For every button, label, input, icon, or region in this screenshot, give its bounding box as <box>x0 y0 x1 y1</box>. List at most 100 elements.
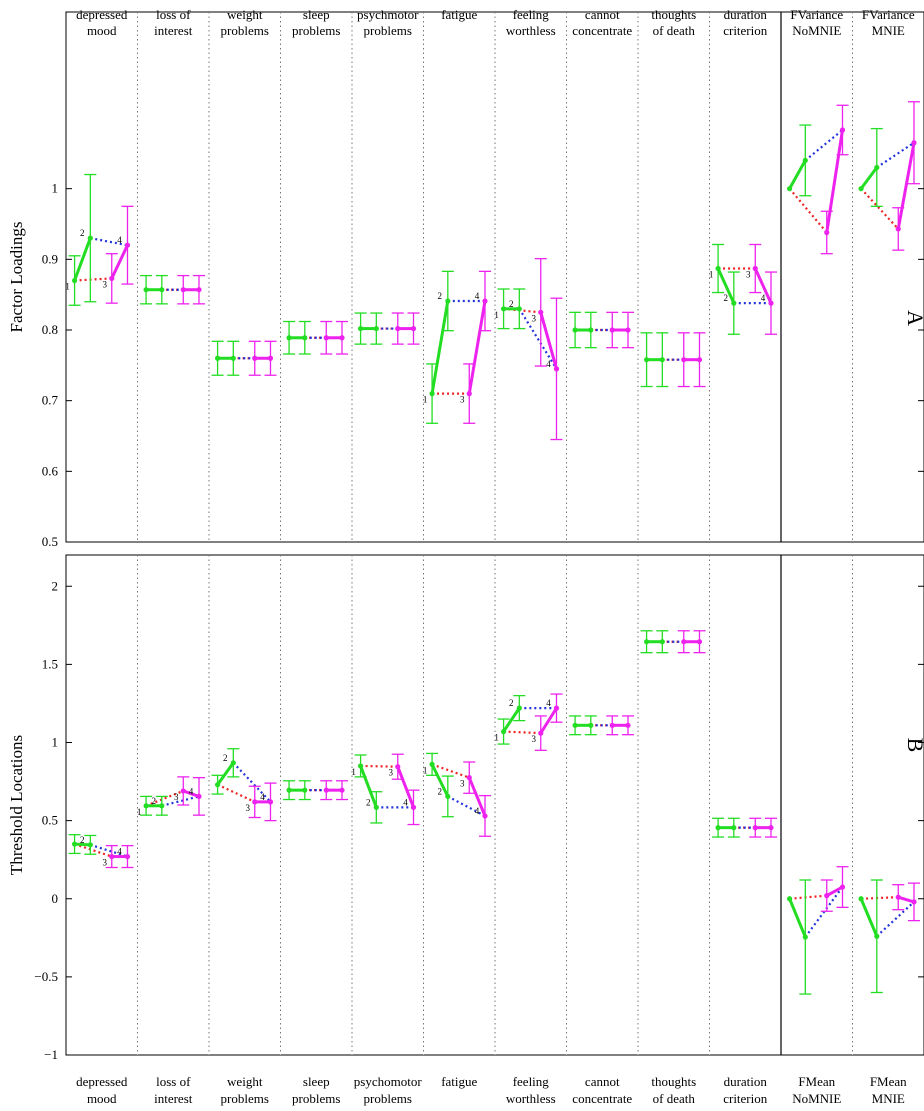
link-2-4 <box>876 141 915 169</box>
point-label: 3 <box>532 734 537 744</box>
data-point <box>538 309 544 315</box>
link-1-3 <box>861 896 899 900</box>
column-label-top: depressed <box>76 7 128 22</box>
point-label: 1 <box>351 767 356 777</box>
y-tick-label: −0.5 <box>34 969 58 984</box>
y-tick-label: 0.9 <box>42 251 58 266</box>
column-label-top: NoMNIE <box>792 23 841 38</box>
point-label: 1 <box>137 807 142 817</box>
column-label-bottom: cannot <box>585 1074 620 1089</box>
data-point <box>895 226 901 232</box>
point-label: 1 <box>709 270 714 280</box>
segment-1-2 <box>430 300 450 394</box>
column-group <box>712 817 777 838</box>
link-2-4 <box>518 308 558 370</box>
data-point <box>159 287 165 293</box>
point-label: 1 <box>423 765 428 775</box>
data-point <box>339 335 345 341</box>
data-point <box>323 335 329 341</box>
column-label-top: criterion <box>723 23 768 38</box>
data-point <box>466 391 472 397</box>
column-group <box>283 320 348 355</box>
data-point <box>659 639 665 645</box>
segment-3-4 <box>467 777 487 817</box>
point-label: 4 <box>117 847 122 857</box>
data-point <box>395 764 401 770</box>
data-point <box>230 355 236 361</box>
link-2-4 <box>161 795 200 807</box>
data-point <box>768 825 774 831</box>
column-label-bottom: of death <box>653 1091 696 1106</box>
data-point <box>588 722 594 728</box>
data-point <box>696 357 703 363</box>
column-label-bottom: mood <box>87 1091 117 1106</box>
data-point <box>553 366 560 372</box>
link-2-4 <box>447 795 486 817</box>
column-group <box>640 332 706 388</box>
column-group <box>640 630 706 654</box>
column-group <box>569 311 634 349</box>
point-label: 3 <box>389 768 394 778</box>
y-tick-label: 0.6 <box>42 463 59 478</box>
point-label: 3 <box>103 279 108 289</box>
point-label: 1 <box>423 395 428 405</box>
link-2-4 <box>90 237 128 247</box>
segment-1-2 <box>859 166 879 190</box>
data-point <box>839 884 846 890</box>
segment-1-2 <box>502 707 521 733</box>
data-point <box>768 300 774 306</box>
point-label: 4 <box>475 806 480 816</box>
column-label-bottom: worthless <box>506 1091 556 1106</box>
data-point <box>538 730 544 736</box>
link-1-3 <box>145 789 184 807</box>
segment-3-4 <box>826 885 844 897</box>
point-label: 2 <box>438 291 443 301</box>
column-label-top: FVariance <box>790 7 843 22</box>
column-label-top: cannot <box>585 7 620 22</box>
column-label-bottom: thoughts <box>651 1074 696 1089</box>
segment-1-2 <box>788 898 807 938</box>
data-point <box>445 793 451 800</box>
data-point <box>911 140 917 146</box>
data-point <box>267 799 274 805</box>
data-point <box>71 841 78 847</box>
data-point <box>373 325 379 332</box>
link-1-3 <box>860 187 900 230</box>
data-point <box>625 722 631 728</box>
point-label: 4 <box>260 792 265 802</box>
segment-3-4 <box>539 707 558 734</box>
data-point <box>87 842 93 848</box>
segment-1-2 <box>788 159 807 190</box>
column-group: 2 34 <box>211 748 277 822</box>
y-tick-label: 0.8 <box>42 322 58 337</box>
bottom-column-labels: depressed mood loss of interest weight proble… <box>76 1074 907 1106</box>
column-label-top: concentrate <box>572 23 632 38</box>
point-label: 4 <box>546 698 551 708</box>
point-label: 2 <box>724 293 729 303</box>
column-label-top: FVariance <box>862 7 915 22</box>
column-label-bottom: FMean <box>798 1074 835 1089</box>
segment-3-4 <box>539 311 558 370</box>
data-point <box>696 639 703 645</box>
data-point <box>681 357 687 363</box>
point-label: 2 <box>223 753 228 763</box>
column-label-top: problems <box>292 23 340 38</box>
link-1-3 <box>360 764 398 768</box>
link-2-4 <box>804 886 844 938</box>
y-tick-label: 0.5 <box>42 813 58 828</box>
point-label: 3 <box>532 313 537 323</box>
column-group <box>786 866 849 995</box>
column-label-bottom: MNIE <box>872 1091 905 1106</box>
column-label-bottom: concentrate <box>572 1091 632 1106</box>
point-label: 4 <box>761 293 766 303</box>
column-group <box>786 104 849 255</box>
column-label-bottom: problems <box>292 1091 340 1106</box>
column-group <box>283 780 348 801</box>
column-group <box>858 879 920 994</box>
data-point <box>429 761 435 767</box>
data-point <box>839 127 846 133</box>
segment-3-4 <box>897 895 915 904</box>
